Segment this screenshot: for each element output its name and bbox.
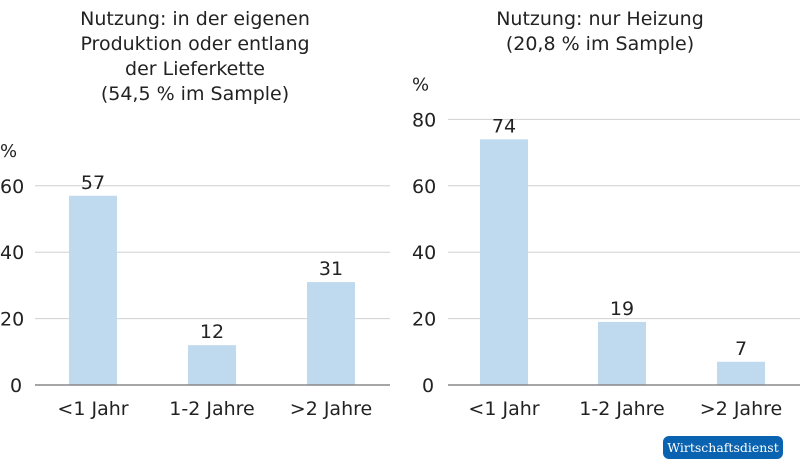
bar [598, 321, 646, 385]
chart-title-line: Produktion oder entlang [80, 33, 309, 55]
publisher-badge: Wirtschaftsdienst [663, 436, 783, 459]
y-tick-label: 0 [422, 375, 434, 397]
y-tick-label: 20 [0, 309, 24, 331]
chart-title-line: Nutzung: in der eigenen [80, 8, 310, 30]
x-tick-label: <1 Jahr [57, 398, 128, 420]
bar [307, 282, 355, 385]
y-tick-label: 40 [412, 242, 436, 264]
bar [717, 361, 765, 385]
y-tick-label: 60 [412, 176, 436, 198]
y-tick-label: 0 [10, 375, 22, 397]
x-tick-label: >2 Jahre [700, 398, 782, 420]
chart-title-line: Nutzung: nur Heizung [496, 8, 704, 30]
bar [480, 139, 528, 385]
y-tick-label: 40 [0, 242, 24, 264]
y-axis-unit: % [412, 74, 429, 95]
x-tick-label: 1-2 Jahre [169, 398, 254, 420]
data-label: 7 [735, 338, 747, 360]
y-tick-label: 20 [412, 309, 436, 331]
x-tick-label: <1 Jahr [468, 398, 539, 420]
chart-title-line: (54,5 % im Sample) [101, 83, 289, 105]
chart-title-line: der Lieferkette [125, 58, 265, 80]
data-label: 57 [81, 172, 105, 194]
chart-title-line: (20,8 % im Sample) [506, 33, 694, 55]
data-label: 74 [492, 115, 516, 137]
data-label: 12 [200, 321, 224, 343]
data-label: 19 [610, 298, 634, 320]
bar [69, 195, 117, 385]
y-tick-label: 80 [412, 109, 436, 131]
x-tick-label: 1-2 Jahre [579, 398, 664, 420]
y-tick-label: 60 [0, 176, 24, 198]
y-axis-unit: % [0, 141, 17, 162]
data-label: 31 [319, 258, 343, 280]
x-tick-label: >2 Jahre [290, 398, 372, 420]
bar [188, 345, 236, 385]
